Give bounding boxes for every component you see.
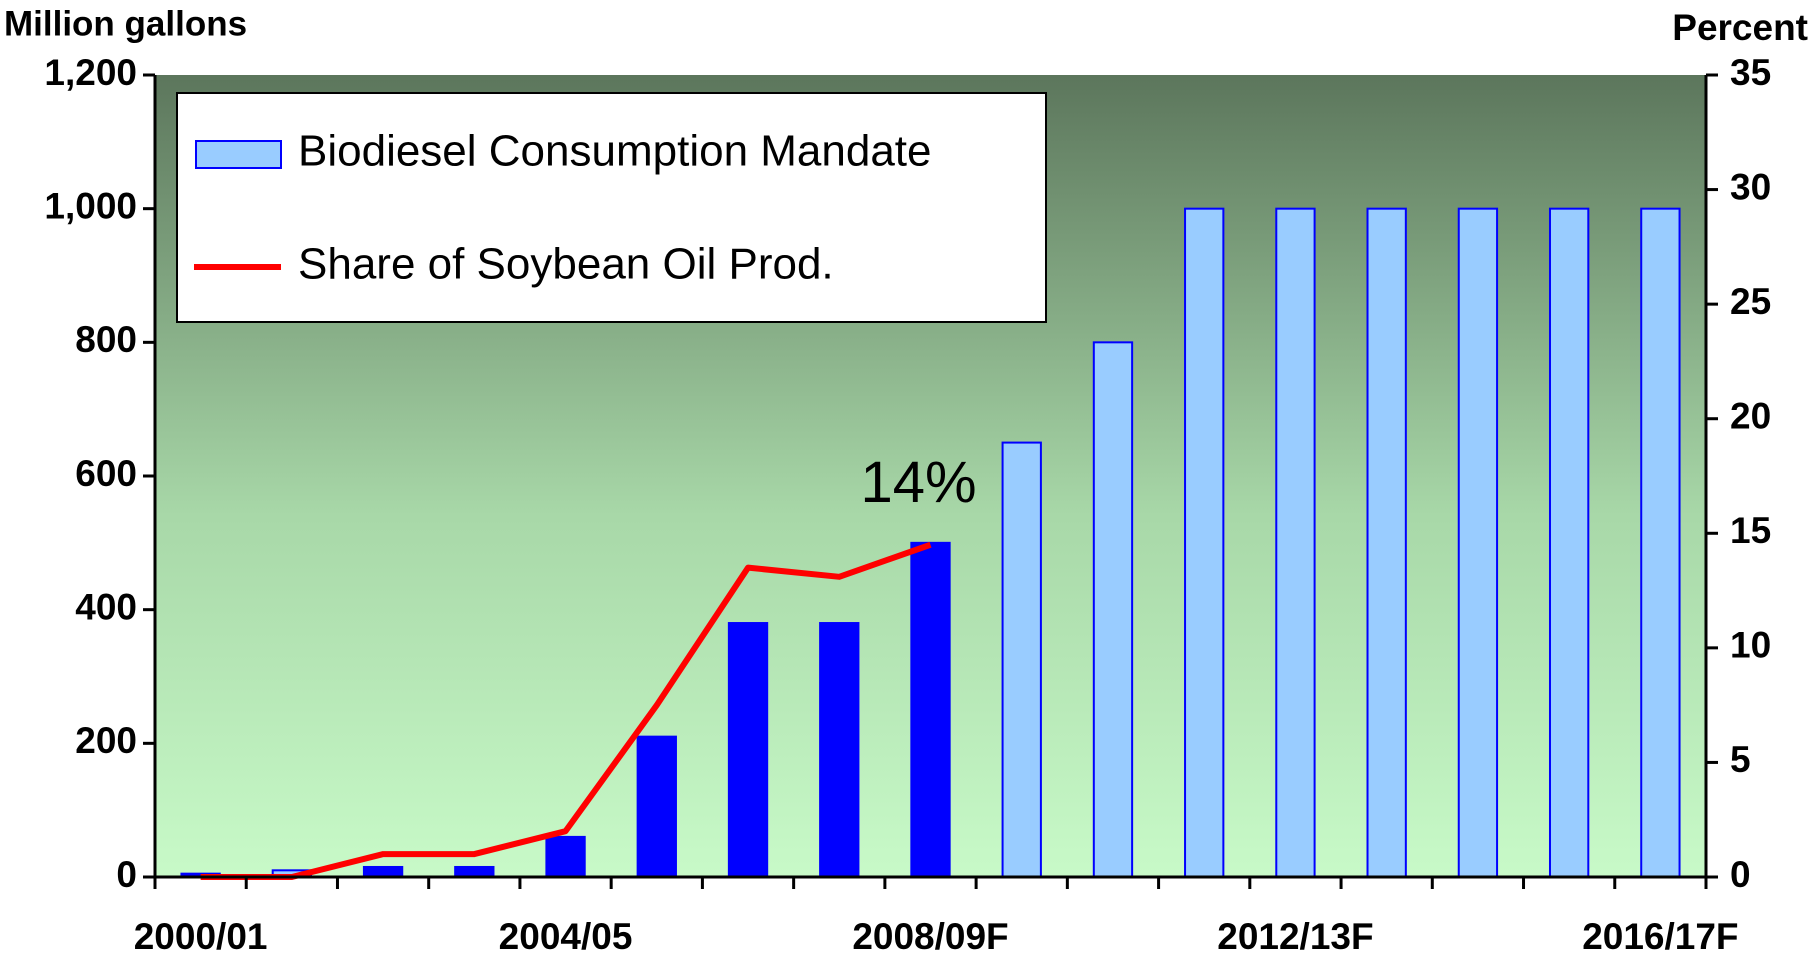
bar [362,865,404,878]
y2-tick-label: 5 [1730,739,1751,780]
y2-tick-label: 20 [1730,395,1771,436]
bar [1275,207,1316,878]
x-tick-label: 2000/01 [134,916,268,957]
legend: Biodiesel Consumption Mandate Share of So… [176,92,1047,323]
bar [910,541,951,878]
y-tick-label: 200 [75,720,137,761]
y2-tick-label: 25 [1730,281,1771,322]
annotation: 14% [861,450,977,515]
y2-tick-label: 15 [1730,510,1771,551]
bar [819,622,860,878]
legend-label: Biodiesel Consumption Mandate [298,127,932,176]
x-tick-label: 2012/13F [1217,916,1373,957]
y2-axis-label: Percent [1672,7,1808,48]
y2-tick-label: 30 [1730,166,1771,207]
y-tick-label: 400 [75,586,137,627]
x-tick-label: 2016/17F [1582,916,1738,957]
bar [1092,341,1134,879]
y2-tick-label: 35 [1730,52,1771,93]
y-tick-label: 0 [116,854,137,895]
bar [1640,207,1681,878]
bar [1548,207,1590,878]
marks [180,207,1681,880]
y-tick-label: 1,200 [44,52,137,93]
legend-swatch [195,140,282,169]
bar [1366,207,1407,878]
x-tick-label: 2004/05 [499,916,633,957]
legend-label: Share of Soybean Oil Prod. [298,240,834,289]
y-tick-label: 600 [75,453,137,494]
x-tick-label: 2008/09F [852,916,1008,957]
bar [1001,441,1042,878]
bar [1457,207,1499,878]
y-axis-label: Million gallons [4,4,247,43]
bar [727,622,769,878]
y2-tick-label: 10 [1730,625,1771,666]
y-tick-label: 1,000 [44,185,137,226]
bar [636,735,677,879]
legend-box [176,92,1047,323]
bar [454,865,495,878]
bar [545,835,586,879]
y2-tick-label: 0 [1730,854,1751,895]
y-tick-label: 800 [75,319,137,360]
line [200,541,932,880]
bar [1184,207,1225,878]
